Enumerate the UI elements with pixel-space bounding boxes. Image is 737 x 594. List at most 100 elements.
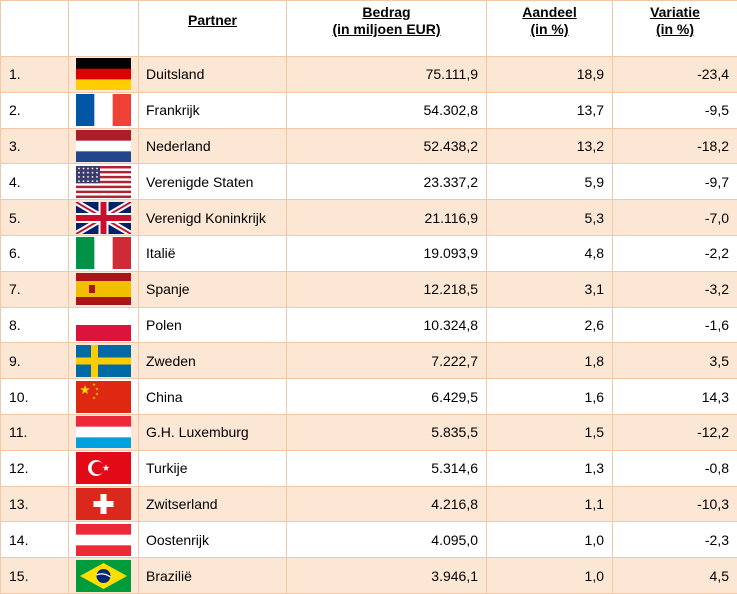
spain-flag-icon: [76, 273, 131, 305]
variation-cell: -18,2: [613, 128, 737, 164]
rank-cell: 1.: [1, 57, 69, 93]
variation-cell: -2,2: [613, 235, 737, 271]
rank-cell: 12.: [1, 450, 69, 486]
variation-cell: -9,7: [613, 164, 737, 200]
usa-flag-icon: [76, 166, 131, 198]
flag-cell: [69, 271, 139, 307]
poland-flag-icon: [76, 309, 131, 341]
flag-cell: [69, 235, 139, 271]
rank-cell: 14.: [1, 522, 69, 558]
header-variation-line1: Variatie: [613, 4, 737, 21]
share-cell: 1,3: [487, 450, 613, 486]
header-amount: Bedrag (in miljoen EUR): [287, 1, 487, 57]
variation-cell: -7,0: [613, 200, 737, 236]
flag-cell: [69, 343, 139, 379]
amount-cell: 10.324,8: [287, 307, 487, 343]
variation-cell: 4,5: [613, 558, 737, 594]
flag-cell: [69, 164, 139, 200]
partner-cell: Frankrijk: [139, 92, 287, 128]
variation-cell: -10,3: [613, 486, 737, 522]
switzerland-flag-icon: [76, 488, 131, 520]
rank-cell: 6.: [1, 235, 69, 271]
partner-cell: Turkije: [139, 450, 287, 486]
header-share-line2: (in %): [487, 21, 612, 38]
italy-flag-icon: [76, 237, 131, 269]
rank-cell: 2.: [1, 92, 69, 128]
header-variation: Variatie (in %): [613, 1, 737, 57]
partner-cell: Oostenrijk: [139, 522, 287, 558]
flag-cell: [69, 522, 139, 558]
flag-cell: [69, 128, 139, 164]
flag-cell: [69, 57, 139, 93]
share-cell: 1,5: [487, 414, 613, 450]
rank-cell: 4.: [1, 164, 69, 200]
variation-cell: -2,3: [613, 522, 737, 558]
china-flag-icon: [76, 381, 131, 413]
rank-cell: 3.: [1, 128, 69, 164]
partner-cell: Nederland: [139, 128, 287, 164]
header-variation-line2: (in %): [613, 21, 737, 38]
share-cell: 1,0: [487, 558, 613, 594]
share-cell: 1,8: [487, 343, 613, 379]
rank-cell: 10.: [1, 379, 69, 415]
amount-cell: 19.093,9: [287, 235, 487, 271]
rank-cell: 13.: [1, 486, 69, 522]
header-rank: [1, 1, 69, 57]
header-share-line1: Aandeel: [487, 4, 612, 21]
variation-cell: 14,3: [613, 379, 737, 415]
share-cell: 1,1: [487, 486, 613, 522]
variation-cell: -9,5: [613, 92, 737, 128]
rank-cell: 5.: [1, 200, 69, 236]
amount-cell: 5.835,5: [287, 414, 487, 450]
sweden-flag-icon: [76, 345, 131, 377]
flag-cell: [69, 307, 139, 343]
amount-cell: 23.337,2: [287, 164, 487, 200]
partner-cell: Verenigd Koninkrijk: [139, 200, 287, 236]
netherlands-flag-icon: [76, 130, 131, 162]
header-share: Aandeel (in %): [487, 1, 613, 57]
partner-cell: Polen: [139, 307, 287, 343]
amount-cell: 12.218,5: [287, 271, 487, 307]
amount-cell: 75.111,9: [287, 57, 487, 93]
rank-cell: 9.: [1, 343, 69, 379]
amount-cell: 7.222,7: [287, 343, 487, 379]
variation-cell: -0,8: [613, 450, 737, 486]
amount-cell: 3.946,1: [287, 558, 487, 594]
share-cell: 5,9: [487, 164, 613, 200]
header-row: Partner Bedrag (in miljoen EUR) Aandeel …: [1, 1, 737, 57]
partner-cell: Italië: [139, 235, 287, 271]
amount-cell: 54.302,8: [287, 92, 487, 128]
variation-cell: -23,4: [613, 57, 737, 93]
header-amount-line1: Bedrag: [287, 4, 486, 21]
rank-cell: 15.: [1, 558, 69, 594]
share-cell: 4,8: [487, 235, 613, 271]
share-cell: 1,0: [487, 522, 613, 558]
amount-cell: 4.216,8: [287, 486, 487, 522]
flag-cell: [69, 379, 139, 415]
partner-cell: China: [139, 379, 287, 415]
amount-cell: 5.314,6: [287, 450, 487, 486]
amount-cell: 6.429,5: [287, 379, 487, 415]
france-flag-icon: [76, 94, 131, 126]
share-cell: 13,2: [487, 128, 613, 164]
share-cell: 18,9: [487, 57, 613, 93]
variation-cell: -3,2: [613, 271, 737, 307]
share-cell: 1,6: [487, 379, 613, 415]
amount-cell: 4.095,0: [287, 522, 487, 558]
header-amount-line2: (in miljoen EUR): [287, 21, 486, 38]
header-flag: [69, 1, 139, 57]
amount-cell: 52.438,2: [287, 128, 487, 164]
